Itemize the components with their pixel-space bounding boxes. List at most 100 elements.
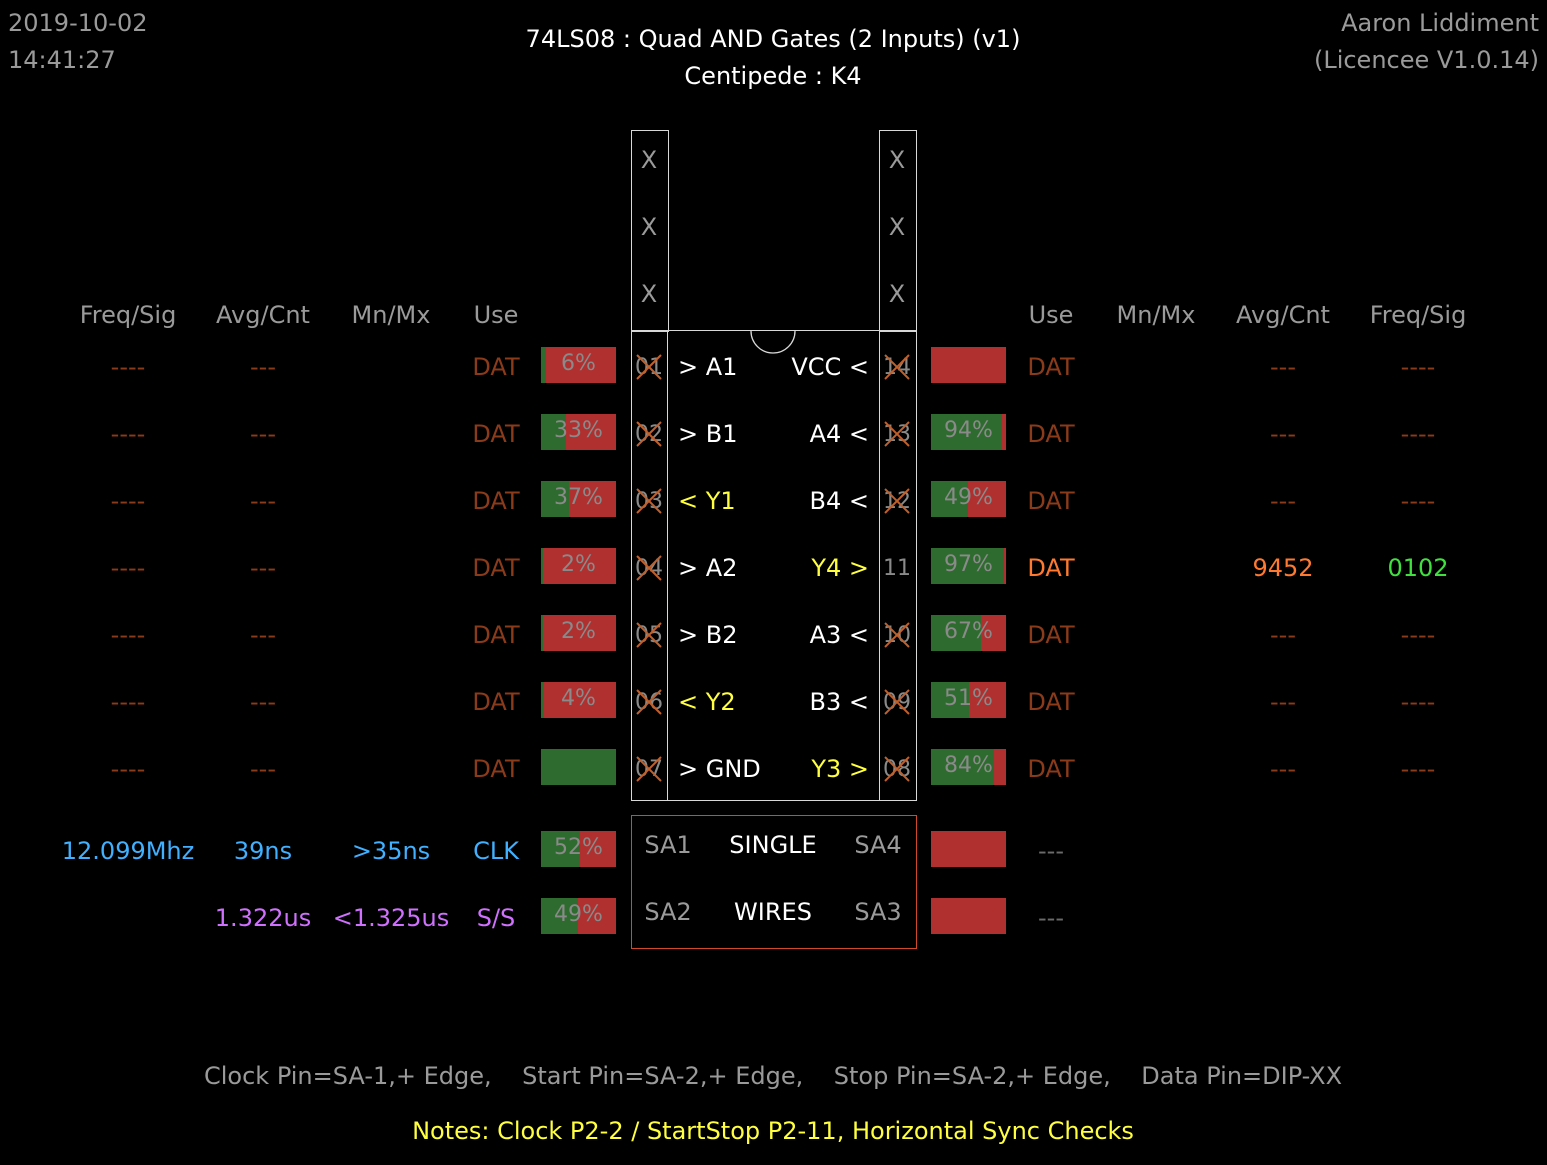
sa-mode-wires: WIRES (734, 898, 812, 926)
sa-box (631, 815, 917, 949)
left-row-activity-bar-red-fill (568, 481, 616, 517)
pin-disabled-cross-icon (636, 354, 662, 380)
right-row-activity-bar-green-fill (931, 682, 970, 718)
left-row-avg: --- (250, 487, 276, 515)
left-row-activity-bar-green-fill (541, 481, 569, 517)
right-row-activity-bar-red-fill (931, 347, 1006, 383)
unused-pin-right-2: X (888, 213, 906, 241)
right-row-activity-bar-green-fill (931, 749, 994, 785)
chip-body (631, 330, 917, 801)
left-row-avg: --- (250, 688, 276, 716)
clk-use: CLK (473, 837, 519, 865)
page-subtitle: Centipede : K4 (684, 62, 862, 90)
ss-bar-fill (541, 898, 578, 934)
pin-disabled-cross-icon (636, 622, 662, 648)
user-label: Aaron Liddiment (1341, 9, 1539, 37)
right-col-freq-header: Freq/Sig (1369, 301, 1467, 329)
left-col-mnmx-header: Mn/Mx (351, 301, 431, 329)
sa-mode-single: SINGLE (729, 831, 817, 859)
left-row-use: DAT (472, 487, 520, 515)
right-pin-label: A3 < (809, 621, 869, 649)
ss-activity-bar: 49% (541, 898, 616, 934)
right-row-activity-bar: 67% (931, 615, 1006, 651)
left-pin-label: < Y1 (678, 487, 736, 515)
left-row-use: DAT (472, 755, 520, 783)
pin-disabled-cross-icon (884, 689, 910, 715)
right-row-avg: --- (1270, 487, 1296, 515)
left-row-activity-bar-percent: 6% (561, 351, 596, 376)
right-col-avg-header: Avg/Cnt (1236, 301, 1330, 329)
right-row-freq: ---- (1400, 755, 1436, 783)
right-pin-number: 11 (883, 556, 911, 581)
left-col-freq-header: Freq/Sig (79, 301, 177, 329)
ss-activity-percent: 49% (554, 902, 603, 927)
time-label: 14:41:27 (8, 46, 116, 74)
right-row-use: DAT (1027, 621, 1075, 649)
right-row-use: DAT (1027, 420, 1075, 448)
right-pin-label: Y3 > (811, 755, 869, 783)
chip-notch (750, 330, 796, 354)
right-row-use: DAT (1027, 755, 1075, 783)
left-row-activity-bar-red-fill (542, 548, 616, 584)
left-row-activity-bar-green-fill (541, 548, 543, 584)
left-row-freq: ---- (110, 755, 146, 783)
chip-top-left-socket (631, 130, 669, 332)
right-row-activity-bar: 84% (931, 749, 1006, 785)
right-row-freq: ---- (1400, 487, 1436, 515)
clk-min-max: >35ns (351, 837, 431, 865)
right-row-avg: --- (1270, 353, 1296, 381)
pin-disabled-cross-icon (636, 756, 662, 782)
right-row-freq: ---- (1400, 688, 1436, 716)
date-label: 2019-10-02 (8, 9, 148, 37)
unused-pin-right-1: X (888, 146, 906, 174)
left-row-avg: --- (250, 621, 276, 649)
left-row-activity-bar-green-fill (541, 749, 616, 785)
right-row-avg: --- (1270, 420, 1296, 448)
right-pin-label: B3 < (809, 688, 869, 716)
left-row-activity-bar: 33% (541, 414, 616, 450)
left-row-use: DAT (472, 353, 520, 381)
left-row-avg: --- (250, 554, 276, 582)
right-pin-label: Y4 > (811, 554, 869, 582)
left-pin-label: > A2 (678, 554, 738, 582)
right-row-avg: --- (1270, 621, 1296, 649)
right-row-activity-bar-green-fill (931, 414, 1002, 450)
right-row-activity-bar-percent: 94% (944, 418, 993, 443)
left-col-avg-header: Avg/Cnt (216, 301, 310, 329)
unused-pin-left-1: X (640, 146, 658, 174)
right-row-activity-bar: 94% (931, 414, 1006, 450)
right-col-mnmx-header: Mn/Mx (1116, 301, 1196, 329)
right-pin-label: B4 < (809, 487, 869, 515)
ss-average: 1.322us (214, 904, 312, 932)
clk-bar-fill (580, 831, 616, 867)
right-col-use-header: Use (1028, 301, 1074, 329)
pin-disabled-cross-icon (636, 689, 662, 715)
right-row-activity-bar: 49% (931, 481, 1006, 517)
ss-min-max: <1.325us (332, 904, 450, 932)
left-row-activity-bar: 37% (541, 481, 616, 517)
left-row-activity-bar: 2% (541, 548, 616, 584)
left-row-activity-bar (541, 749, 616, 785)
left-row-activity-bar-percent: 37% (554, 485, 603, 510)
left-row-activity-bar-percent: 2% (561, 552, 596, 577)
left-row-activity-bar-red-fill (544, 682, 616, 718)
right-row-activity-bar-red-fill (1003, 548, 1006, 584)
right-row-use: DAT (1027, 554, 1075, 582)
ss-right-bar (931, 898, 1006, 934)
sa3-label: SA3 (854, 898, 902, 926)
left-row-activity-bar-red-fill (545, 347, 616, 383)
right-row-freq: ---- (1400, 353, 1436, 381)
chip-top-right-socket (879, 130, 917, 332)
left-col-use-header: Use (473, 301, 519, 329)
pin-disabled-cross-icon (636, 488, 662, 514)
right-row-activity-bar: 51% (931, 682, 1006, 718)
left-row-freq: ---- (110, 353, 146, 381)
right-row-activity-bar-percent: 84% (944, 753, 993, 778)
left-row-activity-bar-percent: 33% (554, 418, 603, 443)
clk-right-bar (931, 831, 1006, 867)
right-row-activity-bar-percent: 49% (944, 485, 993, 510)
clk-activity-bar: 52% (541, 831, 616, 867)
ss-bar-fill (577, 898, 616, 934)
left-row-freq: ---- (110, 420, 146, 448)
right-row-freq: ---- (1400, 621, 1436, 649)
